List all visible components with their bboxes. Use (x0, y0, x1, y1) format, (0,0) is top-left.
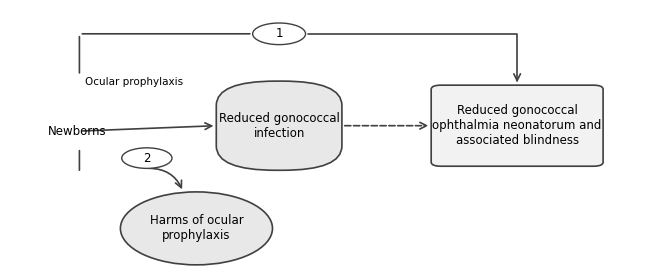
FancyBboxPatch shape (216, 81, 342, 170)
Ellipse shape (120, 192, 272, 265)
Text: 1: 1 (276, 27, 283, 40)
Text: Newborns: Newborns (48, 124, 106, 138)
Text: Harms of ocular
prophylaxis: Harms of ocular prophylaxis (149, 214, 243, 242)
Text: Ocular prophylaxis: Ocular prophylaxis (84, 76, 183, 87)
Text: Reduced gonococcal
infection: Reduced gonococcal infection (218, 112, 339, 140)
Text: Reduced gonococcal
ophthalmia neonatorum and
associated blindness: Reduced gonococcal ophthalmia neonatorum… (432, 104, 602, 147)
Circle shape (122, 148, 172, 168)
Text: 2: 2 (143, 152, 151, 165)
FancyBboxPatch shape (431, 85, 603, 166)
Circle shape (253, 23, 305, 44)
